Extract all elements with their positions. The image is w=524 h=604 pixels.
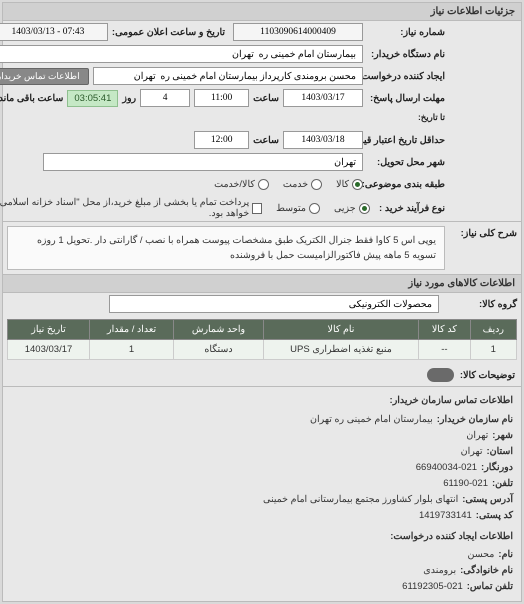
info-key: شهر: [492,428,513,444]
checkbox-treasury[interactable]: پرداخت تمام یا بخشی از مبلغ خرید،از محل … [0,197,262,219]
validity-date-field[interactable] [283,131,363,149]
category-label: طبقه بندی موضوعی: [367,179,445,190]
info-line: نام خانوادگی:برومندی [11,563,513,579]
table-cell: 1 [470,340,516,360]
days-label: روز [122,93,136,104]
info-key: نام سازمان خریدار: [437,412,513,428]
table-cell: 1403/03/17 [8,340,90,360]
table-header: تعداد / مقدار [90,320,174,340]
radio-dot-icon [352,179,363,190]
info-line: آدرس پستی:انتهای بلوار کشاورز مجتمع بیما… [11,492,513,508]
panel-title: جزئیات اطلاعات نیاز [3,3,521,21]
remaining-time: 03:05:41 [67,90,118,107]
table-header: تاریخ نیاز [8,320,90,340]
table-cell: منبع تغذیه اضطراری UPS [263,340,418,360]
notes-pill[interactable] [427,368,454,382]
info-value: 1419733141 [419,508,472,524]
desc-label: شرح کلی نیاز: [461,228,517,239]
info-key: نام: [498,547,513,563]
checkbox-icon [252,203,262,214]
info-key: تلفن: [492,476,513,492]
info-key: آدرس پستی: [462,492,513,508]
info-value: برومندی [423,563,456,579]
radio-dot-icon [359,203,370,214]
table-header: واحد شمارش [174,320,264,340]
deadline-time-field[interactable] [194,89,249,107]
notes-label: توضیحات کالا: [460,370,515,381]
deadline-label: مهلت ارسال پاسخ: [367,93,445,104]
info-value: محسن [467,547,494,563]
buyer-label: نام دستگاه خریدار: [367,49,445,60]
goods-section-title: اطلاعات کالاهای مورد نیاز [3,275,521,293]
requester-label: ایجاد کننده درخواست: [367,71,445,82]
remaining-label: ساعت باقی مانده [0,93,63,104]
info-key: استان: [486,444,513,460]
info-line: تلفن تماس:61192305-021 [11,579,513,595]
days-field [140,89,190,107]
group-label: گروه کالا: [439,299,517,310]
info-line: نام سازمان خریدار:بیمارستان امام خمینی ر… [11,412,513,428]
info-value: 61190-021 [443,476,488,492]
info-key: کد پستی: [476,508,513,524]
time-label-1: ساعت [253,93,279,104]
contact-buyer-button[interactable]: اطلاعات تماس خریدار [0,68,89,85]
info-value: 66940034-021 [416,460,477,476]
validity-label: حداقل تاریخ اعتبار قیمت: تا تاریخ: [367,135,445,146]
from-to-label: تا تاریخ: [367,112,445,123]
table-header: ردیف [470,320,516,340]
validity-time-field[interactable] [194,131,249,149]
datetime-label: تاریخ و ساعت اعلان عمومی: [112,27,225,38]
info-line: نام: محسن [11,547,513,563]
process-label: نوع فرآیند خرید : [374,203,445,214]
info-line: دورنگار:66940034-021 [11,460,513,476]
info-value: تهران [466,428,488,444]
radio-dot-icon [311,179,322,190]
requester-header: اطلاعات ایجاد کننده درخواست: [11,529,513,545]
info-line: شهر:تهران [11,428,513,444]
need-description: یوپی اس 5 کاوا فقط جنرال الکتریک طبق مشخ… [7,226,445,270]
requester-field [93,67,363,85]
table-header: نام کالا [263,320,418,340]
table-cell: 1 [90,340,174,360]
info-key: دورنگار: [481,460,513,476]
radio-dot-icon [309,203,320,214]
info-line: استان:تهران [11,444,513,460]
process-radio-group: جزیی متوسط پرداخت تمام یا بخشی از مبلغ خ… [0,197,370,219]
category-radio-group: کالا خدمت کالا/خدمت [214,179,363,190]
info-line: کد پستی:1419733141 [11,508,513,524]
radio-service[interactable]: خدمت [283,179,322,190]
city-label: شهر محل تحویل: [367,157,445,168]
info-value: تهران [461,444,483,460]
info-value: انتهای بلوار کشاورز مجتمع بیمارستانی اما… [263,492,458,508]
radio-medium[interactable]: متوسط [276,203,320,214]
need-no-label: شماره نیاز: [367,27,445,38]
table-header: کد کالا [419,320,470,340]
info-key: نام خانوادگی: [460,563,513,579]
deadline-date-field[interactable] [283,89,363,107]
radio-goods-service[interactable]: کالا/خدمت [214,179,269,190]
need-no-field [233,23,363,41]
buyer-field [0,45,363,63]
table-cell: دستگاه [174,340,264,360]
time-label-2: ساعت [253,135,279,146]
goods-table: ردیفکد کالانام کالاواحد شمارشتعداد / مقد… [7,319,517,360]
org-contact-section: اطلاعات تماس سازمان خریدار: نام سازمان خ… [3,387,521,601]
radio-goods[interactable]: کالا [336,179,363,190]
radio-dot-icon [258,179,269,190]
info-value: 61192305-021 [402,579,463,595]
org-header: اطلاعات تماس سازمان خریدار: [11,393,513,409]
group-field [109,295,439,313]
table-row[interactable]: 1--منبع تغذیه اضطراری UPSدستگاه11403/03/… [8,340,517,360]
info-line: تلفن:61190-021 [11,476,513,492]
table-cell: -- [419,340,470,360]
city-field [43,153,363,171]
info-key: تلفن تماس: [467,579,513,595]
info-value: بیمارستان امام خمینی ره تهران [310,412,433,428]
radio-minor[interactable]: جزیی [334,203,370,214]
datetime-field [0,23,108,41]
